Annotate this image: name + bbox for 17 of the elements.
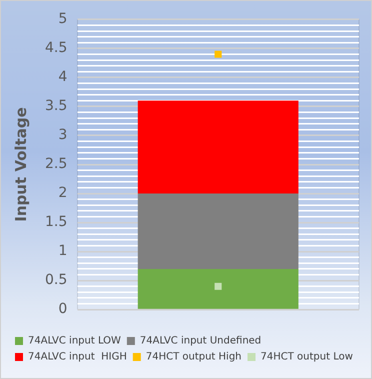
y-tick-label: 1.5	[45, 214, 68, 230]
y-tick-label: 3.5	[45, 98, 68, 114]
y-axis-title: Input Voltage	[12, 107, 30, 222]
y-tick-label: 0	[58, 301, 68, 318]
legend-label: 74ALVC input LOW	[28, 336, 122, 347]
y-tick-label: 4.5	[45, 40, 68, 56]
legend-label: 74ALVC input HIGH	[28, 352, 127, 363]
y-tick-label: 2	[58, 185, 68, 202]
y-tick-label: 5	[58, 11, 68, 28]
legend-label: 74HCT output Low	[260, 352, 353, 363]
y-tick-label: 2.5	[45, 156, 68, 172]
y-tick-label: 0.5	[45, 272, 68, 288]
legend-label: 74ALVC input Undefined	[140, 336, 262, 347]
y-tick-label: 1	[58, 243, 68, 260]
y-tick-label: 3	[58, 127, 68, 144]
y-tick-label: 4	[58, 69, 68, 86]
legend-label: 74HCT output High	[146, 352, 242, 363]
